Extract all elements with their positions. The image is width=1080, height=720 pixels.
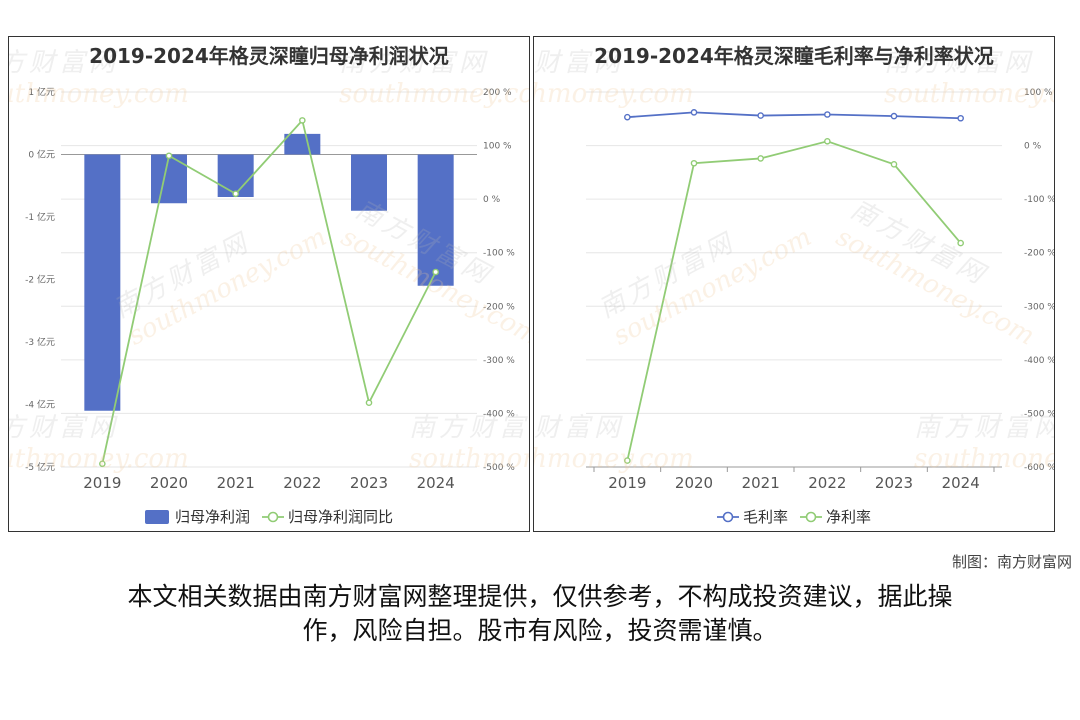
legend-swatch <box>145 510 169 524</box>
right-chart: 100 % 0 % -100 % -200 % -300 % -400 % -500 % -6… <box>586 88 1054 526</box>
legend-label: 归母净利润同比 <box>288 508 393 526</box>
disclaimer-line: 本文相关数据由南方财富网整理提供，仅供参考，不构成投资建议，据此操 <box>127 582 953 611</box>
series-line <box>101 118 437 464</box>
bar <box>284 133 321 155</box>
x-axis-tick-label: 2024 <box>942 474 980 492</box>
disclaimer-line: 作，风险自担。股市有风险，投资需谨慎。 <box>302 616 778 645</box>
data-point <box>957 239 964 247</box>
bar <box>217 154 254 197</box>
right-axis-tick-label: -300 % <box>1024 302 1054 312</box>
series-line <box>626 140 962 461</box>
left-axis-tick-label: -5 亿元 <box>25 461 55 473</box>
data-point <box>690 109 698 116</box>
x-axis-tick-label: 2019 <box>608 474 646 492</box>
x-axis-tick-label: 2019 <box>83 474 121 492</box>
right-axis-tick-label: 0 % <box>1024 142 1042 152</box>
data-point <box>757 112 764 119</box>
chart-title: 2019-2024年格灵深瞳毛利率与净利率状况 <box>594 44 994 68</box>
x-axis-tick-label: 2022 <box>808 474 846 492</box>
right-axis-tick-label: -600 % <box>1024 463 1054 473</box>
legend-label: 归母净利润 <box>175 508 250 526</box>
left-axis-tick-label: 0 亿元 <box>28 149 55 161</box>
right-axis-tick-label: -500 % <box>1024 409 1054 419</box>
right-axis-tick-label: -500 % <box>483 463 515 473</box>
legend-item: 净利率 <box>800 508 871 526</box>
data-point <box>957 114 964 122</box>
data-point <box>299 117 306 124</box>
series-line <box>627 111 961 120</box>
data-point <box>624 113 631 121</box>
legend-item: 归母净利润 <box>145 508 250 526</box>
chart-title: 2019-2024年格灵深瞳归母净利润状况 <box>89 44 449 68</box>
data-point <box>99 460 106 468</box>
right-axis-tick-label: -300 % <box>483 356 515 366</box>
legend-item: 毛利率 <box>717 508 788 526</box>
right-chart-panel: 2019-2024年格灵深瞳毛利率与净利率状况 100 % 0 % -100 % -2… <box>533 36 1055 532</box>
right-axis-tick-label: 100 % <box>483 142 512 152</box>
left-axis-tick-label: 1 亿元 <box>28 86 55 98</box>
bar <box>151 154 187 204</box>
data-point <box>624 457 631 464</box>
legend-label: 毛利率 <box>743 508 788 526</box>
legend-item: 归母净利润同比 <box>262 508 393 526</box>
right-axis-tick-label: 0 % <box>483 195 501 205</box>
right-axis-tick-label: 100 % <box>1024 88 1053 98</box>
data-point <box>432 268 439 276</box>
bar <box>417 154 454 286</box>
bar <box>84 154 121 411</box>
right-axis-tick-label: -400 % <box>1024 356 1054 366</box>
chart-credit: 制图：南方财富网 <box>951 553 1072 571</box>
data-point <box>824 137 831 145</box>
left-axis-tick-label: -4 亿元 <box>25 399 55 411</box>
x-axis-tick-label: 2021 <box>742 474 780 492</box>
x-axis-tick-label: 2020 <box>675 474 713 492</box>
x-axis-tick-label: 2020 <box>150 474 188 492</box>
bar <box>351 154 387 211</box>
data-point <box>690 159 698 167</box>
data-point <box>757 155 764 162</box>
left-chart: 1 亿元 0 亿元 -1 亿元 -2 亿元 -3 亿元 -4 亿元 -5 亿元 200 % 10… <box>25 86 515 526</box>
left-chart-panel: 2019-2024年格灵深瞳归母净利润状况 1 亿元 0 亿元 -1 亿元 -2 亿元… <box>8 36 530 532</box>
x-axis-tick-label: 2021 <box>217 474 255 492</box>
x-axis-tick-label: 2022 <box>283 474 321 492</box>
x-axis-tick-label: 2023 <box>875 474 913 492</box>
legend-label: 净利率 <box>826 508 871 526</box>
left-axis-tick-label: -2 亿元 <box>25 274 55 286</box>
right-axis-tick-label: -100 % <box>1024 195 1054 205</box>
legend-swatch-marker <box>267 511 279 523</box>
data-point <box>365 399 373 407</box>
left-axis-tick-label: -1 亿元 <box>25 211 55 223</box>
data-point <box>232 190 239 198</box>
data-point <box>824 111 831 118</box>
data-point <box>890 112 898 120</box>
left-axis-tick-label: -3 亿元 <box>25 336 55 348</box>
right-axis-tick-label: -400 % <box>483 409 515 419</box>
right-axis-tick-label: -200 % <box>1024 249 1054 259</box>
x-axis-tick-label: 2024 <box>417 474 455 492</box>
data-point <box>165 152 173 160</box>
right-axis-tick-label: 200 % <box>483 88 512 98</box>
right-axis-tick-label: -200 % <box>483 302 515 312</box>
legend-swatch-marker <box>805 511 817 523</box>
data-point <box>890 161 898 168</box>
right-axis-tick-label: -100 % <box>483 249 515 259</box>
disclaimer: 本文相关数据由南方财富网整理提供，仅供参考，不构成投资建议，据此操 作，风险自担… <box>90 580 990 648</box>
legend-swatch-marker <box>722 511 734 523</box>
x-axis-tick-label: 2023 <box>350 474 388 492</box>
